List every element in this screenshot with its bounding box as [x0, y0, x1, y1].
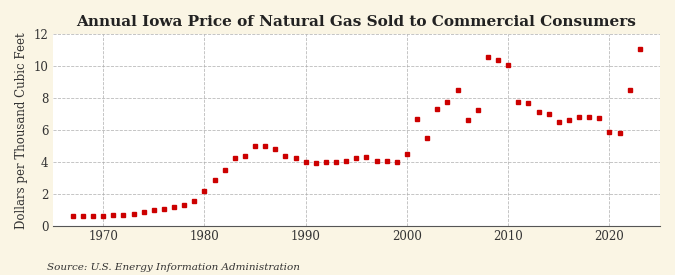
Text: Source: U.S. Energy Information Administration: Source: U.S. Energy Information Administ…: [47, 263, 300, 272]
Title: Annual Iowa Price of Natural Gas Sold to Commercial Consumers: Annual Iowa Price of Natural Gas Sold to…: [76, 15, 637, 29]
Y-axis label: Dollars per Thousand Cubic Feet: Dollars per Thousand Cubic Feet: [15, 32, 28, 229]
